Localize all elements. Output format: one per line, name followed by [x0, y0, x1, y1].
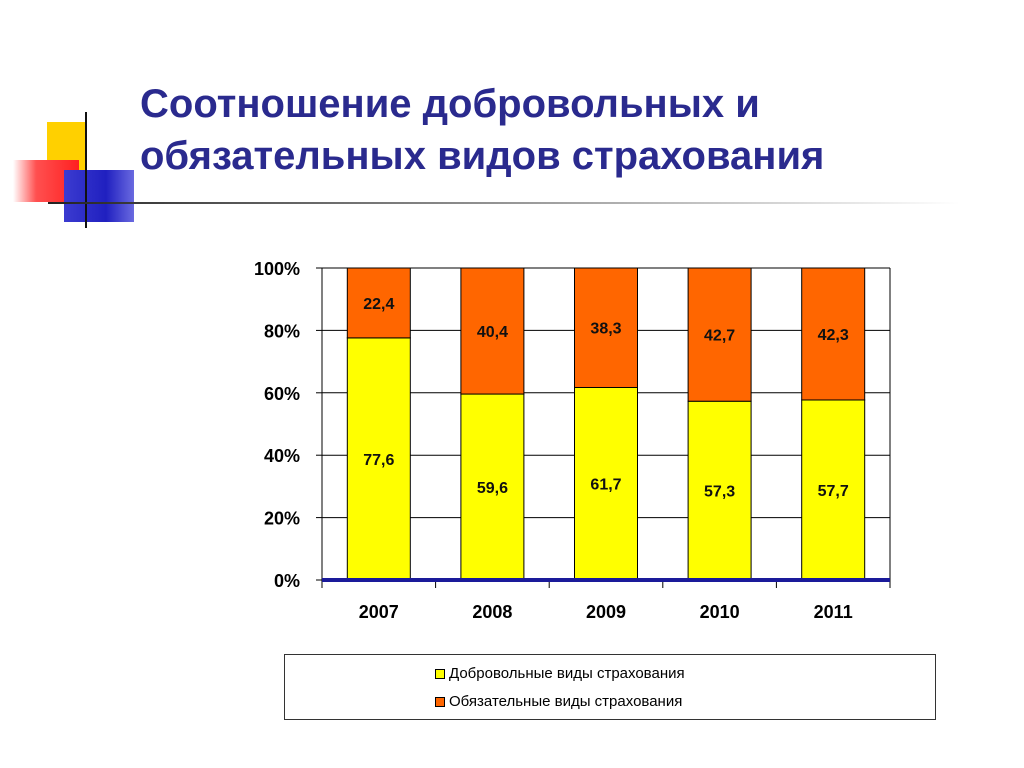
legend-item-voluntary: Добровольные виды страхования	[435, 665, 685, 682]
data-label-voluntary: 57,7	[818, 483, 849, 500]
bar-mandatory	[346, 267, 411, 339]
data-label-mandatory: 42,7	[704, 328, 735, 345]
data-label-voluntary: 59,6	[477, 480, 508, 497]
data-label-mandatory: 22,4	[363, 296, 394, 313]
y-tick-label: 20%	[264, 509, 300, 529]
page-title: Соотношение добровольных и обязательных …	[140, 78, 1000, 182]
bar-voluntary	[460, 393, 525, 581]
legend-item-mandatory: Обязательные виды страхования	[435, 693, 682, 710]
bar-mandatory	[460, 267, 525, 395]
bar-mandatory	[687, 267, 752, 402]
decor-vertical-line	[85, 112, 87, 228]
data-label-mandatory: 38,3	[590, 321, 621, 338]
x-tick-label: 2007	[359, 602, 399, 622]
bar-mandatory	[801, 267, 866, 401]
title-line-2: обязательных видов страхования	[140, 134, 825, 178]
legend-label-mandatory: Обязательные виды страхования	[449, 693, 683, 710]
data-label-voluntary: 77,6	[363, 452, 394, 469]
y-tick-label: 40%	[264, 446, 300, 466]
bar-voluntary	[346, 337, 411, 581]
bar-voluntary	[687, 400, 752, 581]
y-tick-label: 0%	[274, 571, 300, 591]
y-tick-label: 80%	[264, 321, 300, 341]
data-label-mandatory: 42,3	[818, 327, 849, 344]
legend-swatch-voluntary	[435, 668, 445, 679]
chart-legend: Добровольные виды страхования Обязательн…	[284, 654, 936, 720]
y-tick-label: 100%	[254, 259, 300, 279]
title-line-1: Соотношение добровольных и	[140, 82, 760, 126]
data-label-voluntary: 57,3	[704, 484, 735, 501]
legend-swatch-mandatory	[435, 696, 445, 707]
decor-horizontal-line	[48, 202, 960, 204]
y-tick-label: 60%	[264, 384, 300, 404]
x-tick-label: 2011	[814, 602, 853, 622]
legend-label-voluntary: Добровольные виды страхования	[449, 665, 685, 682]
x-tick-label: 2010	[700, 602, 740, 622]
x-tick-label: 2008	[472, 602, 512, 622]
x-tick-label: 2009	[586, 602, 626, 622]
data-label-mandatory: 40,4	[477, 324, 508, 341]
bar-voluntary	[574, 386, 638, 581]
decor-blue-square	[64, 170, 134, 222]
bar-mandatory	[574, 267, 638, 388]
data-label-voluntary: 61,7	[590, 477, 621, 494]
